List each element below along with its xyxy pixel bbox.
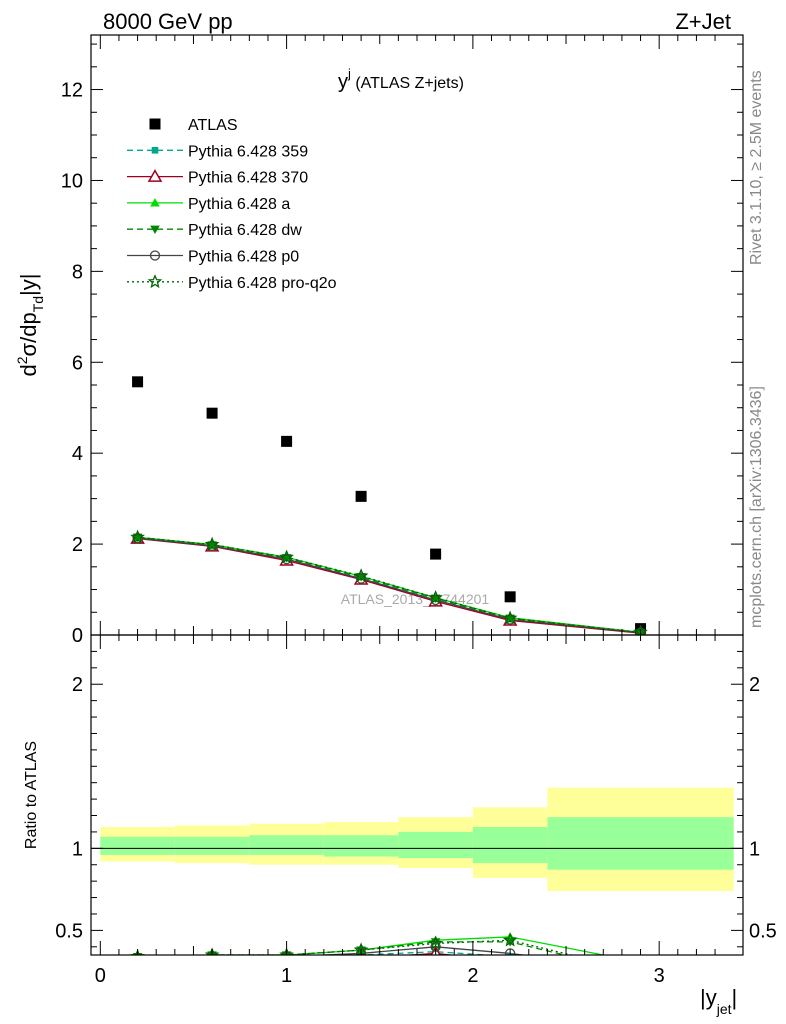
ratio-y-tick-label-right: 0.5 [749,920,777,942]
legend-label-atlas: ATLAS [188,117,238,134]
legend-label-pp0: Pythia 6.428 p0 [188,249,299,266]
ratio-point-pq2o [279,947,294,955]
x-tick-label: 2 [467,965,478,987]
plot-title-main: y [338,71,348,93]
data-point-pq2o [502,610,518,625]
legend-marker-pdw [150,225,160,234]
y-tick-label: 8 [72,261,83,283]
series-line-pp0 [137,537,641,634]
data-point-pq2o [130,529,145,544]
ratio-y-tick-label: 2 [72,674,83,696]
ratio-point-pq2o [502,932,518,947]
legend-marker-p370 [147,169,163,182]
data-point-atlas [504,591,516,603]
main-ylabel: d2σ/dpTd|y| [14,274,46,377]
ratio-point-pq2o [428,935,443,950]
x-tick-label: 1 [281,965,292,987]
y-tick-label: 6 [72,352,83,374]
data-point-pq2o [279,549,294,564]
ratio-y-tick-label: 0.5 [55,920,83,942]
band-inner [100,836,175,855]
data-point-pq2o [428,590,443,605]
mcplots-label: mcplots.cern.ch [arXiv:1306.3436] [748,386,765,628]
data-point-pp0 [430,594,441,606]
x-tick-label: 0 [95,965,106,987]
plot-title: yj (ATLAS Z+jets) [338,66,464,93]
band-inner [174,836,250,855]
series-line-p359 [137,537,641,634]
data-point-pq2o [633,624,648,635]
band-inner [472,827,548,864]
legend-marker-pq2o [147,274,163,289]
data-point-pp0 [504,614,516,625]
y-tick-label: 4 [72,443,83,465]
ratio-y-tick-label: 1 [72,838,83,860]
legend-label-p370: Pythia 6.428 370 [188,170,308,187]
band-inner [323,835,399,857]
rivet-label: Rivet 3.1.10, ≥ 2.5M events [748,70,765,265]
data-point-pq2o [353,568,369,583]
plot-title-sup: j [347,66,351,81]
band-inner [249,835,324,855]
ratio-bands [100,787,734,891]
y-tick-label: 12 [61,80,83,102]
y-tick-label: 2 [72,534,83,556]
legend-marker-atlas [149,118,161,130]
legend-label-pa: Pythia 6.428 a [188,196,290,213]
ratio-y-tick-label-right: 2 [749,674,760,696]
plot-title-rest: (ATLAS Z+jets) [351,75,464,92]
data-point-pdw [281,554,292,563]
legend-marker-pp0 [149,250,161,261]
ratio-point-p359 [208,954,216,955]
ratio-line-p370 [401,952,457,955]
main-series-lines [137,536,641,634]
data-point-atlas [132,376,144,388]
legend-marker-p359 [151,147,159,154]
data-point-pp0 [635,627,646,635]
data-point-pdw [207,541,217,550]
main-series-markers [130,376,648,635]
data-point-pp0 [355,573,367,584]
header-right: Z+Jet [675,9,731,34]
data-point-pp0 [281,553,292,565]
y-tick-label: 0 [72,625,83,647]
header-left: 8000 GeV pp [103,9,233,34]
legend: ATLAS Pythia 6.428 359 Pythia 6.428 370 Pyt… [127,117,337,292]
ratio-y-tick-label-right: 1 [749,838,760,860]
band-inner [547,817,734,870]
legend-label-pdw: Pythia 6.428 dw [188,222,302,239]
ratio-ylabel: Ratio to ATLAS [23,741,40,849]
data-point-atlas [206,407,218,419]
y-tick-label: 10 [61,170,83,192]
x-axis-label: |yjet| [700,985,737,1017]
legend-marker-pa [150,198,160,207]
data-point-pp0 [206,540,218,552]
band-inner [398,831,473,859]
x-tick-label: 3 [654,965,665,987]
ratio-point-pp0 [355,948,367,955]
ratio-point-pq2o [204,947,220,955]
data-point-atlas [281,435,293,447]
ratio-point-p370 [509,954,511,955]
data-point-pp0 [132,533,143,544]
data-point-pq2o [204,536,220,551]
ratio-point-p359 [134,954,141,955]
series-line-p370 [137,537,641,634]
data-point-atlas [430,548,442,560]
data-point-atlas [355,490,367,502]
legend-label-pq2o: Pythia 6.428 pro-q2o [188,275,337,292]
ratio-point-pp0 [504,948,516,955]
legend-label-p359: Pythia 6.428 359 [188,143,308,160]
